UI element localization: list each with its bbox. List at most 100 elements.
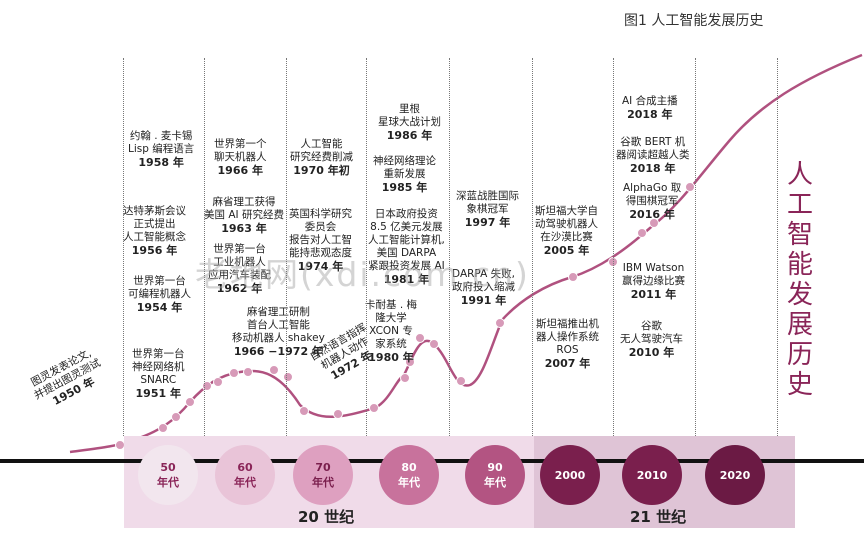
event-description: 能持悲观态度 bbox=[289, 247, 352, 259]
event-dot bbox=[299, 406, 309, 416]
event-label: 世界第一个 聊天机器人 1966 年 bbox=[214, 138, 267, 177]
era-divider bbox=[366, 58, 367, 436]
event-dot bbox=[415, 333, 425, 343]
event-label: AlphaGo 取得围棋冠军 2016 年 bbox=[623, 182, 681, 221]
event-description: 神经网络理论 bbox=[373, 155, 436, 167]
event-description: 动驾驶机器人 bbox=[535, 218, 598, 230]
decade-label: 60 bbox=[237, 461, 253, 474]
event-dot bbox=[568, 272, 578, 282]
event-dot bbox=[269, 365, 279, 375]
decade-circle: 2020 bbox=[705, 445, 765, 505]
decade-suffix: 年代 bbox=[234, 476, 256, 489]
event-description: AlphaGo 取 bbox=[623, 182, 682, 194]
side-title-char: 人 bbox=[786, 160, 813, 190]
event-dot bbox=[405, 357, 415, 367]
event-dot bbox=[333, 409, 343, 419]
event-year: 1970 年初 bbox=[293, 164, 350, 177]
event-dot bbox=[637, 228, 647, 238]
event-description: XCON 专 bbox=[369, 325, 413, 337]
event-description: 世界第一台 bbox=[213, 243, 266, 255]
event-description: ROS bbox=[556, 344, 579, 356]
event-description: 正式提出 bbox=[133, 218, 176, 230]
event-description: 约翰 . 麦卡锡 bbox=[129, 130, 193, 142]
side-title-char: 展 bbox=[786, 310, 813, 340]
event-description: 首台人工智能 bbox=[246, 319, 310, 331]
era-divider bbox=[613, 58, 614, 436]
event-description: 工业机器人 bbox=[213, 256, 266, 268]
event-description: 人工智能 bbox=[300, 138, 343, 150]
event-description: 紧跟投资发展 AI bbox=[368, 260, 445, 272]
event-description: 达特茅斯会议 bbox=[123, 205, 186, 217]
event-label: 里根 星球大战计划 1986 年 bbox=[378, 103, 441, 142]
decade-label: 2020 bbox=[719, 468, 751, 482]
decade-circle: 90 年代 bbox=[465, 445, 525, 505]
event-dot bbox=[243, 367, 253, 377]
event-description: 移动机器人 shakey bbox=[232, 332, 325, 344]
event-description: 重新发展 bbox=[383, 168, 426, 180]
event-description: SNARC bbox=[140, 374, 177, 386]
event-dot bbox=[429, 339, 439, 349]
event-description: 深蓝战胜国际 bbox=[456, 190, 519, 202]
event-description: 应用汽车装配 bbox=[208, 269, 271, 281]
event-year: 1997 年 bbox=[464, 216, 511, 229]
event-description: 家系统 bbox=[375, 338, 407, 350]
event-label: 麻省理工研制 首台人工智能 移动机器人 shakey 1966 −1972 年 bbox=[232, 306, 325, 358]
event-label: DARPA 失败, 政府投入缩减 1991 年 bbox=[452, 268, 515, 307]
event-label: 世界第一台 可编程机器人 1954 年 bbox=[128, 275, 191, 314]
side-title-char: 能 bbox=[786, 250, 813, 280]
event-label: 斯坦福大学自 动驾驶机器人 在沙漠比赛 2005 年 bbox=[535, 205, 598, 257]
event-description: 政府投入缩减 bbox=[452, 281, 515, 293]
event-description: 人工智能概念 bbox=[123, 231, 186, 243]
event-year: 1956 年 bbox=[131, 244, 178, 257]
event-description: 谷歌 bbox=[641, 320, 662, 332]
era-divider bbox=[695, 58, 696, 436]
event-description: 可编程机器人 bbox=[128, 288, 191, 300]
event-year: 2005 年 bbox=[543, 244, 590, 257]
era-divider bbox=[123, 58, 124, 436]
event-year: 1981 年 bbox=[383, 273, 430, 286]
decade-circle: 70 年代 bbox=[293, 445, 353, 505]
event-description: 无人驾驶汽车 bbox=[620, 333, 683, 345]
event-label: 世界第一台 工业机器人 应用汽车装配 1962 年 bbox=[208, 243, 271, 295]
era-divider bbox=[777, 58, 778, 436]
decade-label: 90 bbox=[487, 461, 503, 474]
event-description: 象棋冠军 bbox=[466, 203, 509, 215]
event-description: 斯坦福推出机 bbox=[536, 318, 599, 330]
decade-circle: 60 年代 bbox=[215, 445, 275, 505]
event-label: 斯坦福推出机 器人操作系统 ROS 2007 年 bbox=[536, 318, 599, 370]
event-year: 1966 年 bbox=[217, 164, 263, 177]
side-title: 人 工 智 能 发 展 历 史 bbox=[782, 160, 818, 400]
event-dot bbox=[229, 368, 239, 378]
era-divider bbox=[204, 58, 205, 436]
event-year: 2007 年 bbox=[544, 357, 591, 370]
event-description: 美国 AI 研究经费 bbox=[204, 209, 284, 221]
event-label: 人工智能 研究经费削减 1970 年初 bbox=[290, 138, 353, 177]
event-description: 器人操作系统 bbox=[536, 331, 599, 343]
event-description: 日本政府投资 bbox=[374, 208, 438, 220]
event-label: 世界第一台 神经网络机 SNARC 1951 年 bbox=[132, 348, 185, 400]
event-label: 约翰 . 麦卡锡 Lisp 编程语言 1958 年 bbox=[128, 130, 194, 169]
event-label: 谷歌 BERT 机器阅读超越人类 2018 年 bbox=[616, 136, 690, 175]
event-description: 隆大学 bbox=[375, 312, 407, 324]
event-description: 星球大战计划 bbox=[378, 116, 441, 128]
event-dot bbox=[400, 373, 410, 383]
event-year: 1951 年 bbox=[135, 387, 181, 400]
event-label: 谷歌 无人驾驶汽车 2010 年 bbox=[620, 320, 683, 359]
side-title-char: 发 bbox=[786, 280, 813, 310]
figure-title: 图1 人工智能发展历史 bbox=[624, 13, 764, 29]
event-year: 2018 年 bbox=[630, 162, 676, 175]
event-description: 得围棋冠军 bbox=[625, 195, 679, 207]
event-description: 里根 bbox=[399, 103, 420, 115]
decade-circle: 50 年代 bbox=[138, 445, 198, 505]
event-year: 1985 年 bbox=[381, 181, 428, 194]
event-dot bbox=[649, 218, 659, 228]
decade-circle: 2000 bbox=[540, 445, 600, 505]
era-divider bbox=[286, 58, 287, 436]
event-label: 达特茅斯会议 正式提出 人工智能概念 1956 年 bbox=[123, 205, 186, 257]
event-year: 1974 年 bbox=[297, 260, 344, 273]
century-label-21st: 21 世纪 bbox=[630, 508, 687, 526]
event-dot bbox=[685, 182, 695, 192]
event-year: 2018 年 bbox=[627, 108, 673, 121]
event-label: 麻省理工获得 美国 AI 研究经费 1963 年 bbox=[204, 196, 284, 235]
